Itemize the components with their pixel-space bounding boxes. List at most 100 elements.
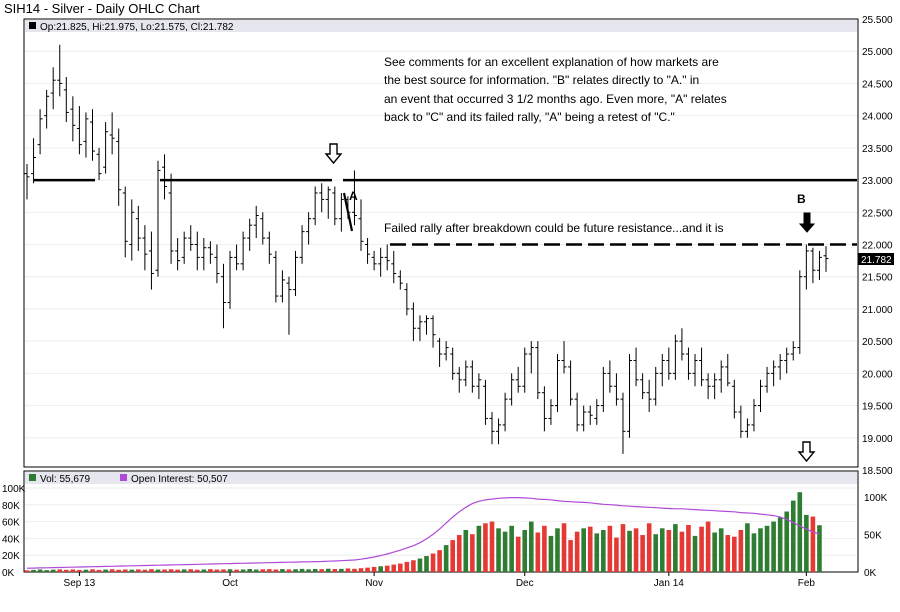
volume-bar — [149, 569, 154, 572]
marker-a-line — [342, 192, 354, 232]
date-tick-label: Feb — [798, 578, 816, 589]
ohlc-bar — [63, 76, 69, 123]
volume-bar — [718, 528, 724, 572]
volume-bar — [371, 566, 377, 572]
volume-bar — [679, 531, 685, 572]
date-tick-label: Sep 13 — [64, 578, 96, 589]
volume-bar — [175, 569, 180, 572]
volume-bar — [384, 565, 390, 572]
volume-bar — [430, 553, 436, 572]
ohlc-bar — [725, 354, 731, 387]
ohlc-bar — [175, 238, 181, 271]
volume-bar — [142, 569, 148, 572]
ohlc-bar — [96, 147, 102, 181]
ohlc-bar — [633, 347, 639, 387]
volume-tick-label-left: 0K — [2, 568, 15, 579]
volume-bar — [633, 528, 639, 572]
vol-legend-swatch — [29, 474, 36, 481]
ohlc-bar — [378, 247, 384, 277]
ohlc-bar — [391, 250, 397, 284]
volume-bar — [417, 558, 423, 572]
volume-bar — [437, 550, 442, 572]
volume-bar — [411, 560, 416, 572]
volume-bar — [155, 569, 161, 572]
ohlc-bar — [777, 354, 783, 380]
volume-bar — [450, 540, 455, 572]
price-tick-label: 20.000 — [862, 369, 893, 380]
comment-line-4: back to "C" and its failed rally, "A" be… — [384, 110, 675, 124]
comment-line-3: an event that occurred 3 1/2 months ago.… — [384, 92, 727, 106]
price-tick-label: 21.000 — [862, 305, 893, 316]
volume-bar — [129, 569, 135, 572]
volume-bar — [319, 569, 325, 572]
last-price-box — [858, 253, 894, 265]
volume-bar — [83, 569, 89, 572]
ohlc-bar — [89, 109, 95, 161]
volume-bar — [673, 524, 678, 572]
volume-bar — [378, 566, 383, 572]
ohlc-bar — [247, 218, 253, 251]
ohlc-bar — [266, 231, 272, 264]
volume-bar — [764, 525, 770, 572]
price-legend-text: Op:21.825, Hi:21.975, Lo:21.575, Cl:21.7… — [40, 22, 234, 33]
ohlc-bar — [443, 341, 449, 361]
ohlc-bar — [286, 276, 292, 335]
ohlc-bar — [607, 360, 613, 393]
ohlc-bar — [260, 212, 266, 245]
volume-bar — [103, 569, 108, 572]
ohlc-bar — [535, 341, 541, 400]
ohlc-bar — [528, 341, 534, 374]
ohlc-bar — [397, 270, 403, 290]
volume-bar — [456, 535, 462, 572]
volume-bar — [365, 567, 370, 572]
ohlc-bar — [338, 192, 344, 232]
volume-bar — [561, 523, 567, 572]
volume-bar — [299, 568, 305, 572]
ohlc-bar — [515, 366, 521, 393]
volume-gridlines — [25, 487, 857, 556]
oi-legend-text: Open Interest: 50,507 — [131, 474, 228, 485]
volume-bar — [293, 569, 298, 572]
arrow-a-icon — [324, 143, 343, 165]
volume-bar — [686, 524, 691, 572]
price-tick-label: 24.500 — [862, 79, 893, 90]
ohlc-bar — [299, 225, 305, 264]
volume-bar — [136, 569, 141, 572]
ohlc-bar — [699, 347, 705, 387]
ohlc-bar — [790, 341, 796, 361]
volume-bar — [122, 569, 128, 572]
volume-bar — [732, 536, 737, 572]
volume-bar — [751, 533, 757, 572]
volume-bar — [280, 569, 285, 572]
volume-tick-label-right: 100K — [864, 493, 888, 504]
ohlc-bar — [155, 160, 161, 277]
ohlc-bar — [692, 354, 698, 387]
ohlc-bar — [384, 244, 390, 271]
comment-line-1: See comments for an excellent explanatio… — [384, 55, 719, 69]
date-tick-label: Oct — [222, 578, 238, 589]
volume-bar — [77, 569, 82, 572]
volume-bar — [267, 569, 272, 572]
volume-bar — [804, 514, 809, 572]
ohlc-bar — [168, 173, 174, 264]
price-tick-label: 19.500 — [862, 402, 893, 413]
volume-bar — [424, 556, 429, 572]
ohlc-bar — [489, 412, 495, 445]
volume-bar — [194, 569, 200, 572]
ohlc-bar — [365, 238, 371, 264]
ohlc-bar — [758, 379, 764, 413]
volume-bar — [188, 569, 194, 572]
ohlc-bar — [672, 334, 678, 380]
volume-bar — [594, 533, 600, 572]
volume-bar — [463, 530, 469, 572]
ohlc-bar — [424, 315, 429, 335]
volume-tick-label-left: 40K — [2, 534, 20, 545]
ohlc-bar — [810, 247, 816, 284]
volume-bar — [646, 523, 652, 572]
volume-bar — [666, 530, 672, 572]
ohlc-bar — [142, 225, 148, 271]
volume-tick-label-right: 0K — [864, 568, 877, 579]
ohlc-bar — [574, 392, 580, 432]
ohlc-bar — [70, 96, 76, 142]
volume-bar — [790, 500, 796, 572]
